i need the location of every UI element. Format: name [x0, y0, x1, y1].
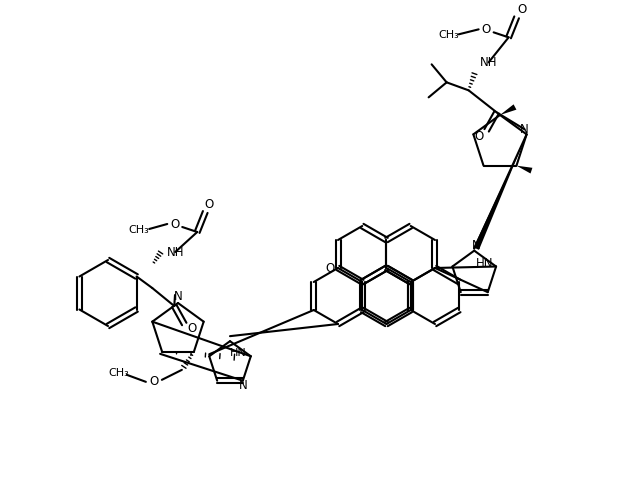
Text: O: O [149, 375, 158, 388]
Polygon shape [500, 104, 516, 115]
Text: O: O [205, 197, 214, 210]
Text: O: O [170, 217, 180, 230]
Text: O: O [517, 3, 526, 16]
Text: N: N [472, 239, 481, 252]
Text: HN: HN [230, 348, 247, 358]
Text: N: N [174, 291, 183, 304]
Text: NH: NH [480, 56, 497, 69]
Text: N: N [238, 379, 247, 392]
Text: N: N [520, 123, 529, 136]
Text: CH₃: CH₃ [438, 30, 459, 40]
Text: CH₃: CH₃ [109, 368, 129, 378]
Text: O: O [474, 130, 483, 143]
Text: CH₃: CH₃ [129, 225, 149, 235]
Text: O: O [326, 261, 335, 274]
Text: HN: HN [476, 257, 493, 270]
Text: NH: NH [167, 246, 184, 259]
Text: O: O [481, 23, 490, 36]
Text: O: O [188, 322, 197, 335]
Polygon shape [516, 166, 532, 174]
Polygon shape [473, 134, 527, 250]
